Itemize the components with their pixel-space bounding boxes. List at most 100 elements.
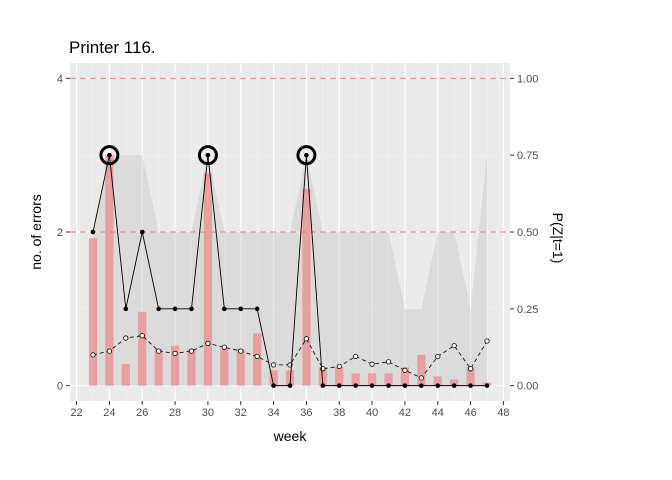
highlight-ring — [296, 145, 317, 166]
y2-tick-label: 0.50 — [517, 227, 538, 239]
x-tick-label: 24 — [103, 407, 115, 419]
x-tick-label: 22 — [70, 407, 82, 419]
probability-bar — [88, 238, 98, 386]
x-tick-label: 36 — [300, 407, 312, 419]
observed-errors-point — [90, 229, 96, 235]
expected-errors-point — [156, 348, 162, 354]
x-tick-label: 40 — [366, 407, 378, 419]
range-band — [92, 155, 488, 386]
probability-bar — [285, 370, 295, 386]
x-tick-label: 48 — [497, 407, 509, 419]
expected-errors-point — [435, 353, 441, 360]
expected-errors-point — [303, 336, 310, 342]
observed-errors-point — [369, 383, 375, 388]
probability-bar — [400, 367, 410, 386]
x-tick-label: 38 — [333, 407, 345, 419]
expected-errors-point — [402, 367, 408, 373]
expected-errors-point — [270, 362, 277, 368]
probability-bar — [433, 376, 442, 386]
observed-errors-point — [254, 306, 260, 312]
x-tick-label: 30 — [202, 407, 214, 419]
observed-errors-point — [205, 152, 211, 158]
y2-axis: 0.00 0.25 0.50 0.75 1.00 — [510, 73, 538, 393]
observed-errors-series — [90, 152, 490, 388]
observed-errors-point — [172, 306, 178, 312]
x-tick-label: 34 — [267, 407, 279, 419]
probability-bar — [170, 345, 180, 386]
probability-bar — [384, 373, 393, 386]
probability-bar — [154, 348, 163, 386]
expected-errors-point — [484, 338, 490, 344]
expected-errors-point — [123, 335, 129, 341]
x-tick-label: 42 — [399, 407, 411, 419]
observed-errors-point — [287, 383, 293, 388]
probability-bar — [302, 188, 311, 386]
observed-errors-point — [419, 383, 424, 388]
range-band-area — [92, 155, 488, 386]
observed-errors-point — [435, 383, 441, 388]
observed-errors-point — [484, 383, 490, 388]
expected-errors-point — [467, 366, 474, 372]
observed-errors-point — [468, 383, 473, 388]
x-axis-title: week — [273, 428, 308, 444]
observed-errors-point — [107, 152, 112, 158]
probability-bar — [450, 379, 459, 386]
y-tick-label: 2 — [57, 227, 63, 239]
expected-errors-point — [353, 353, 359, 360]
expected-errors-point — [172, 350, 178, 356]
expected-errors-point — [336, 363, 342, 370]
probability-bar — [351, 373, 360, 386]
observed-errors-point — [304, 152, 309, 158]
probability-bar — [203, 173, 213, 386]
observed-errors-point — [271, 383, 276, 388]
observed-errors-point — [402, 383, 408, 388]
y2-axis-title: P(Z|t=1) — [550, 213, 566, 264]
expected-errors-point — [90, 352, 96, 358]
highlight-rings — [99, 145, 317, 166]
expected-errors-point — [385, 359, 392, 365]
probability-bar — [335, 367, 344, 386]
probability-bar — [138, 311, 147, 386]
probability-bar — [269, 370, 278, 386]
x-tick-label: 32 — [235, 407, 247, 419]
expected-errors-point — [139, 333, 145, 339]
probability-bar — [367, 373, 377, 386]
probability-bar — [187, 348, 196, 386]
highlight-ring — [99, 145, 120, 166]
y2-tick-label: 0.25 — [517, 304, 538, 316]
observed-errors-point — [386, 383, 391, 388]
expected-errors-point — [205, 340, 211, 346]
expected-errors-point — [106, 348, 113, 354]
y-axis: 0 2 4 — [57, 73, 70, 393]
expected-errors-point — [369, 361, 375, 367]
probability-bar — [121, 364, 130, 386]
observed-errors-point — [123, 306, 129, 312]
probability-bar — [236, 348, 245, 386]
x-tick-label: 46 — [464, 407, 476, 419]
expected-errors-point — [188, 348, 195, 354]
probability-bar — [318, 367, 327, 386]
y2-tick-label: 0.00 — [517, 381, 538, 393]
probability-bar — [220, 348, 229, 386]
expected-errors-point — [238, 348, 244, 354]
observed-errors-point — [189, 306, 194, 312]
observed-errors-point — [156, 306, 161, 312]
observed-errors-point — [353, 383, 358, 388]
probability-bar — [417, 354, 426, 386]
observed-errors-point — [336, 383, 342, 388]
expected-errors-point — [418, 375, 424, 381]
expected-errors-point — [254, 353, 260, 360]
probability-bar — [105, 155, 114, 386]
expected-errors-point — [451, 343, 457, 349]
observed-errors-point — [139, 229, 145, 235]
y-tick-label: 4 — [57, 73, 63, 85]
observed-errors-point — [320, 383, 326, 388]
observed-errors-point — [238, 306, 244, 312]
x-tick-label: 44 — [432, 407, 444, 419]
probability-bar — [253, 333, 262, 386]
probability-bars — [88, 155, 492, 386]
expected-errors-point — [221, 344, 227, 350]
highlight-ring — [197, 145, 218, 166]
probability-bar — [466, 367, 475, 386]
observed-errors-point — [222, 306, 227, 312]
